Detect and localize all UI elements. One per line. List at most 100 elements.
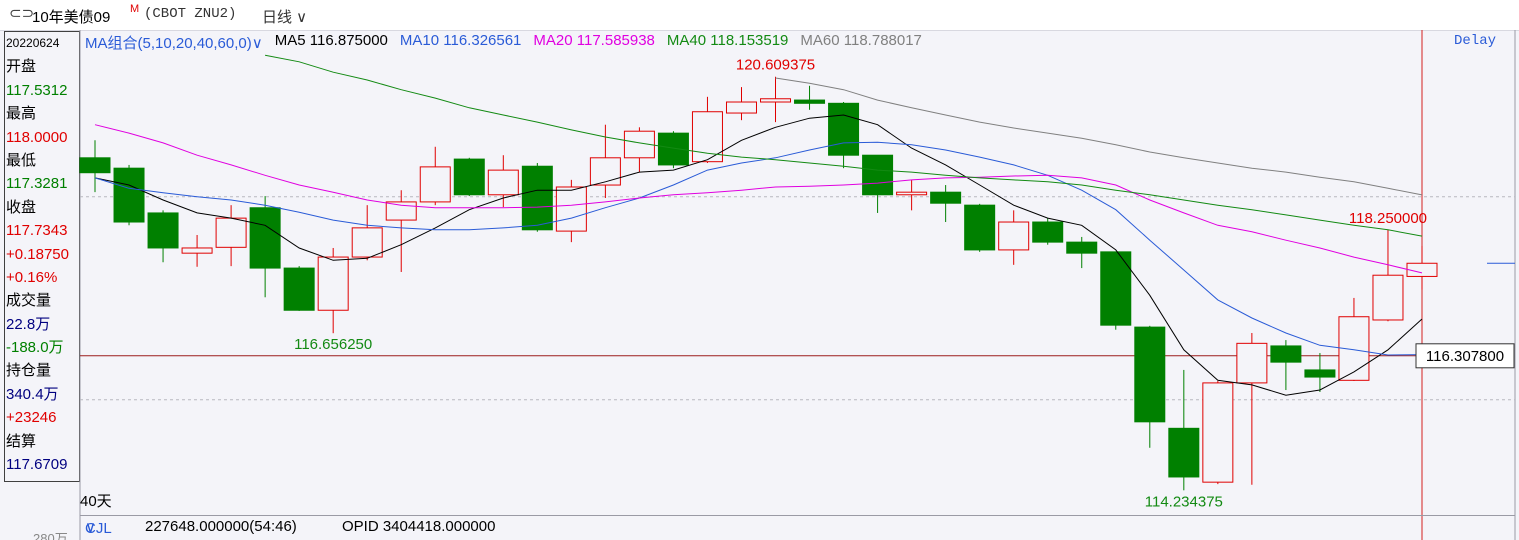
candle-body	[1168, 427, 1200, 478]
info-item: +0.16%	[6, 268, 58, 286]
info-item: +0.18750	[6, 245, 69, 263]
candle-body	[521, 165, 553, 231]
legend-name: MA60	[800, 32, 840, 49]
period: 日线	[262, 9, 293, 26]
info-item: 成交量	[6, 292, 52, 310]
info-item: 结算	[6, 432, 37, 450]
info-item: 118.0000	[6, 128, 68, 146]
candle-body	[215, 217, 247, 248]
candle-body	[487, 169, 519, 196]
info-item: -188.0万	[6, 339, 64, 357]
candle-body	[283, 267, 315, 311]
candle-body	[555, 186, 587, 232]
candle-body	[317, 256, 349, 311]
code: (CBOT ZNU2)	[144, 6, 237, 22]
legend-name: MA40	[666, 32, 707, 49]
span: 40天	[80, 493, 112, 510]
candle-body	[1372, 274, 1404, 321]
legend-value: 118.153519	[710, 32, 789, 49]
candle-body	[249, 207, 281, 269]
ma-line	[94, 124, 1423, 274]
ma-line	[94, 114, 1423, 396]
info-item: 最低	[6, 151, 37, 169]
crosshair-label: 116.307800	[1426, 348, 1504, 365]
legend: MA组合(5,10,20,40,60,0)∨ MA5 116.875000 MA1…	[85, 32, 922, 53]
legend-entry: MA20 117.585938	[533, 32, 655, 53]
candle-body	[760, 98, 792, 103]
legend-value: 116.875000	[309, 32, 388, 49]
legend-entry: MA40 118.153519	[667, 32, 789, 53]
candle-body	[79, 157, 111, 174]
candle-body	[657, 132, 689, 166]
candle-body	[964, 204, 996, 251]
candle-body	[419, 166, 451, 203]
candle-body	[794, 99, 826, 104]
info-item: 收盘	[6, 198, 37, 216]
candle-body	[725, 101, 757, 114]
period-select[interactable]: 日线 ∨	[262, 9, 308, 26]
toolbar: ⊂⊃ 10年美债09 M (CBOT ZNU2) 日线 ∨	[0, 0, 1519, 31]
info-item: +23246	[6, 409, 57, 427]
info-item: 20220624	[6, 36, 60, 50]
indicator-select[interactable]: CJL ∨	[85, 519, 112, 537]
candle-body	[1134, 326, 1166, 423]
instrument: 10年美债09	[32, 9, 111, 26]
info-panel: 20220624 开盘 117.5312 最高 118.0000 最低 117.3281 收盘…	[4, 31, 80, 482]
candle-body	[351, 227, 383, 258]
info-item: 最高	[6, 105, 37, 123]
info-item: 117.7343	[6, 222, 68, 240]
ma-group: MA组合(5,10,20,40,60,0)	[85, 35, 252, 52]
candle-body	[1100, 251, 1132, 326]
legend-entry: MA10 116.326561	[400, 32, 522, 53]
candle-body	[862, 154, 894, 196]
candle-body	[1032, 221, 1064, 243]
link-icon[interactable]: ⊂⊃	[9, 5, 35, 22]
candle-body	[385, 201, 417, 221]
crosshair-label-box	[1415, 343, 1515, 369]
info-item: 22.8万	[6, 315, 51, 333]
candle-body	[998, 221, 1030, 251]
candle-body	[1236, 342, 1268, 384]
legend-value: 116.326561	[443, 32, 522, 49]
annotation: 116.656250	[294, 336, 372, 353]
candle-body	[1270, 345, 1302, 363]
ma-group-select[interactable]: MA组合(5,10,20,40,60,0)∨	[85, 35, 263, 52]
annotation: 120.609375	[736, 57, 815, 74]
candle-body	[453, 158, 485, 196]
indicator: CJL	[85, 520, 112, 537]
info-item: 开盘	[6, 58, 37, 76]
annotation: 114.234375	[1145, 493, 1223, 510]
ma-line	[775, 77, 1423, 196]
legend-entry: MA60 118.788017	[800, 32, 922, 53]
candle-body	[113, 167, 145, 223]
info-item: 持仓量	[6, 362, 52, 380]
opid: OPID 3404418.000000	[342, 518, 496, 535]
candle-body	[147, 212, 179, 249]
candle-body	[828, 102, 860, 156]
legend-name: MA10	[399, 32, 440, 49]
candle-body	[1304, 369, 1336, 378]
legend-name: MA20	[533, 32, 573, 49]
indicator-value: 227648.000000(54:46)	[145, 518, 297, 535]
annotation: 118.250000	[1349, 210, 1427, 227]
legend-name: MA5	[274, 32, 306, 49]
ma-line	[94, 141, 1423, 356]
volume-panel: CJL ∨ 227648.000000(54:46) OPID 3404418.0…	[80, 515, 1515, 540]
delay: Delay	[1454, 33, 1497, 49]
volume-axis-label: 280万	[33, 531, 68, 540]
candle-body	[589, 157, 621, 186]
candle-body	[1066, 241, 1098, 254]
ma-line	[265, 54, 1423, 237]
info-item: 117.3281	[6, 175, 68, 193]
info-item: 117.5312	[6, 81, 68, 99]
info-item: 117.6709	[6, 456, 68, 474]
info-item: 340.4万	[6, 385, 59, 403]
candle-body	[1406, 262, 1438, 277]
flag: M	[130, 3, 140, 15]
candle-body	[181, 247, 213, 254]
legend-entry: MA5 116.875000	[275, 32, 388, 53]
candle-body	[896, 191, 928, 196]
legend-value: 117.585938	[576, 32, 655, 49]
